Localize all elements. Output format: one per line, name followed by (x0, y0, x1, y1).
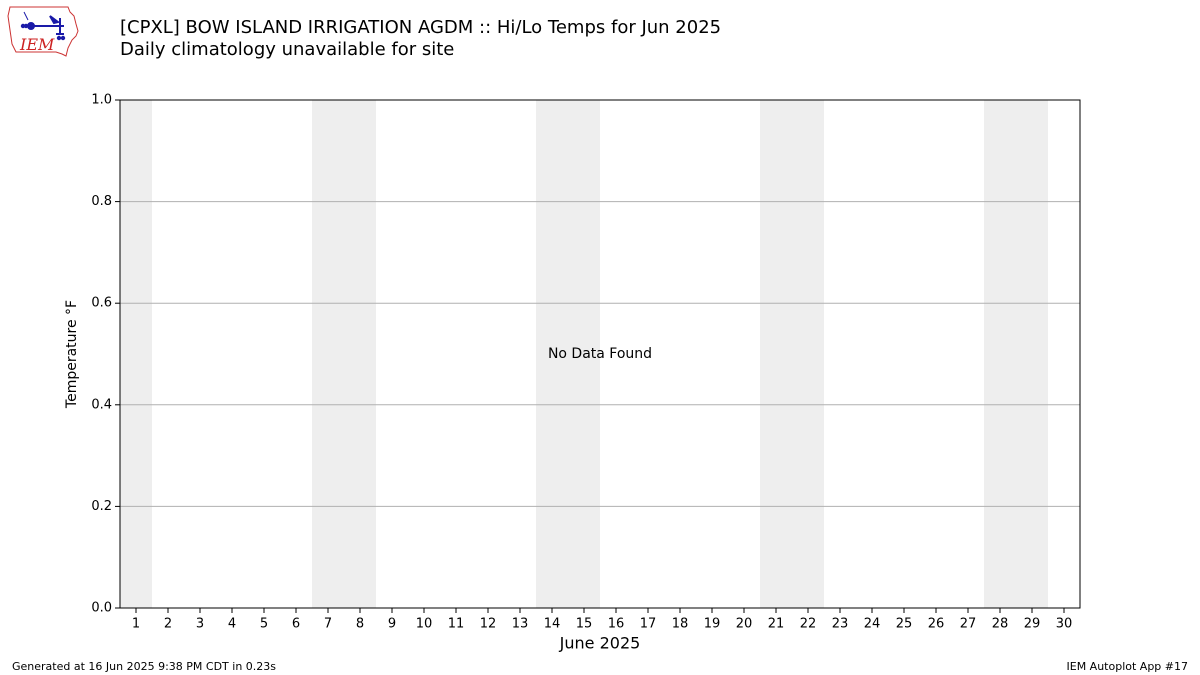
x-tick-label: 29 (1024, 617, 1041, 632)
weekend-shade (120, 100, 152, 608)
x-tick-label: 30 (1056, 617, 1073, 632)
y-tick-label: 0.8 (91, 194, 112, 209)
chart-subtitle: Daily climatology unavailable for site (120, 39, 455, 60)
x-tick-label: 25 (896, 617, 913, 632)
x-tick-label: 22 (800, 617, 817, 632)
x-axis-ticks: 1 2 3 4 5 6 7 8 9 10 11 12 13 14 15 16 17 18 19 20 21 22 23 24 2… (132, 608, 1072, 632)
weather-instrument-icon (20, 11, 66, 41)
weekend-shade (984, 100, 1048, 608)
iowa-outline-icon (7, 6, 79, 57)
x-tick-label: 1 (132, 617, 140, 632)
x-tick-label: 10 (416, 617, 433, 632)
generated-timestamp: Generated at 16 Jun 2025 9:38 PM CDT in … (12, 660, 277, 673)
app-label: IEM Autoplot App #17 (1066, 660, 1189, 673)
x-tick-label: 16 (608, 617, 625, 632)
x-tick-label: 15 (576, 617, 593, 632)
x-tick-label: 4 (228, 617, 236, 632)
x-tick-label: 19 (704, 617, 721, 632)
x-tick-label: 9 (388, 617, 396, 632)
weekend-shade (536, 100, 600, 608)
x-tick-label: 24 (864, 617, 881, 632)
x-tick-label: 23 (832, 617, 849, 632)
x-axis-label: June 2025 (559, 634, 641, 653)
x-tick-label: 17 (640, 617, 657, 632)
chart-title: [CPXL] BOW ISLAND IRRIGATION AGDM :: Hi/… (120, 17, 722, 38)
x-tick-label: 12 (480, 617, 497, 632)
weekend-shading (120, 100, 1048, 608)
y-tick-label: 0.4 (91, 397, 112, 412)
x-tick-label: 27 (960, 617, 977, 632)
x-tick-label: 28 (992, 617, 1009, 632)
iem-logo: IEM (7, 6, 79, 57)
x-tick-label: 2 (164, 617, 172, 632)
x-tick-label: 14 (544, 617, 561, 632)
y-tick-label: 0.2 (91, 499, 112, 514)
x-tick-label: 21 (768, 617, 785, 632)
plot-frame (119, 99, 1081, 609)
no-data-annotation: No Data Found (548, 346, 652, 362)
logo-text: IEM (19, 35, 55, 54)
weekend-shade (760, 100, 824, 608)
y-axis-label: Temperature °F (64, 300, 80, 409)
x-tick-label: 5 (260, 617, 268, 632)
x-tick-label: 8 (356, 617, 364, 632)
x-tick-label: 20 (736, 617, 753, 632)
y-tick-label: 0.6 (91, 296, 112, 311)
y-tick-label: 1.0 (91, 93, 112, 108)
weekend-shade (312, 100, 376, 608)
y-tick-label: 0.0 (91, 601, 112, 616)
x-tick-label: 3 (196, 617, 204, 632)
grid-lines (120, 201, 1080, 507)
y-axis-ticks: 0.0 0.2 0.4 0.6 0.8 1.0 (91, 93, 120, 616)
x-tick-label: 13 (512, 617, 529, 632)
x-tick-label: 11 (448, 617, 465, 632)
x-tick-label: 26 (928, 617, 945, 632)
x-tick-label: 18 (672, 617, 689, 632)
x-tick-label: 7 (324, 617, 332, 632)
x-tick-label: 6 (292, 617, 300, 632)
